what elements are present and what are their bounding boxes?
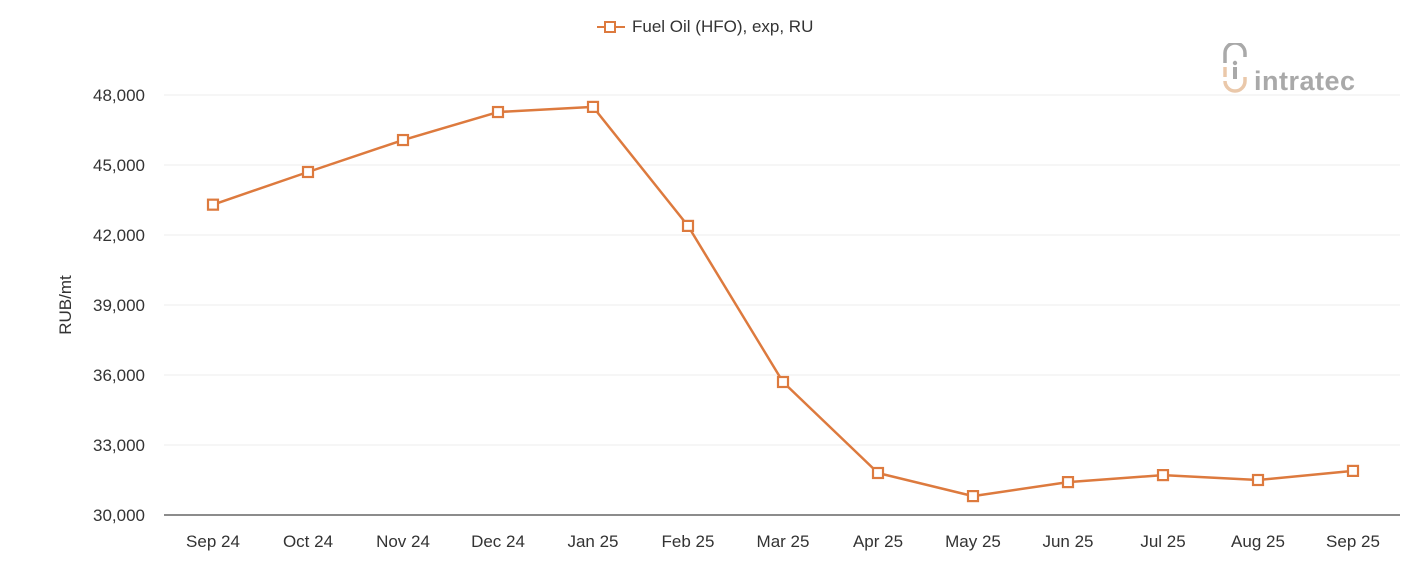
x-tick-label: Feb 25 (662, 532, 715, 551)
x-tick-label: Apr 25 (853, 532, 903, 551)
data-point-marker[interactable] (1251, 473, 1265, 487)
y-tick-label: 30,000 (93, 506, 145, 525)
data-point-marker[interactable] (491, 105, 505, 119)
x-tick-label: Aug 25 (1231, 532, 1285, 551)
x-tick-label: Dec 24 (471, 532, 525, 551)
x-tick-label: Jan 25 (567, 532, 618, 551)
x-tick-label: Nov 24 (376, 532, 430, 551)
x-tick-label: Sep 25 (1326, 532, 1380, 551)
logo-mark-icon (1223, 43, 1247, 93)
intratec-logo: intratec (1222, 43, 1356, 95)
x-axis: Sep 24 Oct 24 Nov 24 Dec 24 Jan 25 Feb 25 Mar … (164, 514, 1400, 551)
y-tick-label: 48,000 (93, 86, 145, 105)
legend[interactable]: Fuel Oil (HFO), exp, RU (596, 17, 813, 37)
series-line (212, 105, 1354, 498)
y-tick-label: 45,000 (93, 156, 145, 175)
data-series (206, 100, 1360, 503)
data-point-marker[interactable] (966, 490, 980, 503)
data-point-marker[interactable] (586, 100, 600, 114)
data-point-marker[interactable] (1156, 469, 1170, 482)
x-tick-label: Jul 25 (1140, 532, 1185, 551)
x-tick-label: Mar 25 (757, 532, 810, 551)
y-tick-label: 33,000 (93, 436, 145, 455)
logo-text: intratec (1254, 66, 1356, 96)
data-point-marker[interactable] (301, 165, 315, 179)
y-axis-title: RUB/mt (56, 275, 75, 335)
data-point-marker[interactable] (206, 198, 220, 211)
x-tick-label: Sep 24 (186, 532, 240, 551)
y-tick-label: 39,000 (93, 296, 145, 315)
y-tick-label: 42,000 (93, 226, 145, 245)
data-point-marker[interactable] (681, 219, 695, 232)
x-tick-label: May 25 (945, 532, 1001, 551)
gridlines (164, 94, 1400, 446)
y-axis-ticks: 30,000 33,000 36,000 39,000 42,000 45,000 48,0… (93, 86, 145, 525)
legend-marker-icon (597, 21, 625, 33)
data-point-marker[interactable] (1346, 464, 1360, 477)
y-tick-label: 36,000 (93, 366, 145, 385)
data-point-marker[interactable] (871, 466, 885, 480)
data-point-marker[interactable] (776, 375, 790, 389)
x-tick-label: Oct 24 (283, 532, 333, 551)
legend-label: Fuel Oil (HFO), exp, RU (632, 17, 814, 36)
x-tick-label: Jun 25 (1042, 532, 1093, 551)
data-point-marker[interactable] (396, 133, 410, 147)
data-point-marker[interactable] (1061, 476, 1075, 489)
